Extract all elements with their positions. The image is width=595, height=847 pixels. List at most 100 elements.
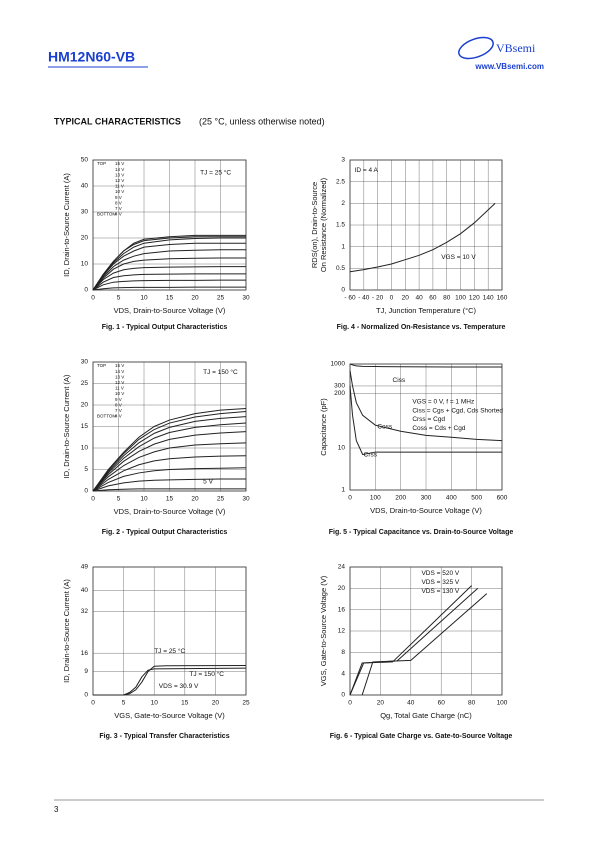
y-tick-label: 0 xyxy=(341,287,345,294)
figure-caption: Fig. 2 - Typical Output Characteristics xyxy=(102,529,228,536)
annotation: TJ = 25 °C xyxy=(154,647,185,655)
annotation: VGS = 0 V, f = 1 MHz xyxy=(412,399,474,406)
y-tick-label: 200 xyxy=(334,390,345,397)
y-tick-label: 0 xyxy=(84,488,88,495)
series-line xyxy=(92,467,247,492)
x-tick-label: - 60 xyxy=(344,295,356,302)
series-line xyxy=(92,442,247,492)
series-line xyxy=(92,478,246,492)
series-line xyxy=(92,407,247,492)
x-tick-label: 15 xyxy=(181,700,189,707)
y-tick-label: 50 xyxy=(81,157,89,164)
legend-entry: 15 V xyxy=(115,161,124,166)
x-tick-label: 25 xyxy=(217,496,225,503)
y-tick-label: 20 xyxy=(81,402,89,409)
legend-bottom: BOTTOM xyxy=(97,414,116,419)
x-tick-label: 400 xyxy=(446,495,457,502)
x-tick-label: 60 xyxy=(438,700,446,707)
legend-entry: 8 V xyxy=(115,200,122,205)
x-tick-label: 20 xyxy=(377,700,385,707)
legend-entry: 11 V xyxy=(115,386,124,391)
logo-mark xyxy=(458,36,494,60)
x-tick-label: 15 xyxy=(166,496,174,503)
series-line xyxy=(349,202,496,273)
series-line xyxy=(92,242,246,291)
annotation: VGS = 10 V xyxy=(441,254,476,261)
annotation: 5 V xyxy=(203,479,213,486)
y-tick-label: 16 xyxy=(81,650,89,657)
series-line xyxy=(92,279,246,291)
x-tick-label: 0 xyxy=(91,496,95,503)
x-tick-label: 5 xyxy=(117,295,121,302)
x-tick-label: 0 xyxy=(91,700,95,707)
y-tick-label: 3 xyxy=(341,157,345,164)
y-tick-label: 15 xyxy=(81,423,89,430)
section-note: (25 °C, unless otherwise noted) xyxy=(199,116,325,126)
x-tick-label: 25 xyxy=(242,700,250,707)
legend-entry: 9 V xyxy=(115,397,122,402)
series-line xyxy=(92,410,247,492)
annotation: Crss xyxy=(364,451,378,458)
y-tick-label: 40 xyxy=(81,183,89,190)
series-line xyxy=(92,455,247,492)
legend-entry: 4 V xyxy=(115,414,122,419)
annotation: ID = 4 A xyxy=(355,167,379,174)
x-tick-label: 20 xyxy=(191,496,199,503)
x-axis-label: Qg, Total Gate Charge (nC) xyxy=(380,711,472,720)
x-tick-label: 10 xyxy=(140,496,148,503)
y-tick-label: 10 xyxy=(81,445,89,452)
x-tick-label: 500 xyxy=(471,495,482,502)
section-title: TYPICAL CHARACTERISTICS xyxy=(54,116,181,126)
series-line xyxy=(92,422,247,492)
annotation: Coss xyxy=(377,424,393,431)
y-tick-label: 25 xyxy=(81,380,89,387)
y-tick-label: 1 xyxy=(341,243,345,250)
y-tick-label: 40 xyxy=(81,587,89,594)
x-tick-label: 40 xyxy=(415,295,423,302)
brand: VBsemi xyxy=(496,41,536,55)
legend-entry: 14 V xyxy=(115,369,124,374)
annotation: VDS = 30.9 V xyxy=(159,683,199,690)
series-line xyxy=(92,266,246,291)
y-tick-label: 5 xyxy=(84,466,88,473)
series-line xyxy=(92,431,247,492)
x-tick-label: 20 xyxy=(191,295,199,302)
y-tick-label: 10 xyxy=(81,261,89,268)
annotation: Ciss xyxy=(393,377,406,384)
series-line xyxy=(349,370,503,442)
x-tick-label: 200 xyxy=(395,495,406,502)
part-number: HM12N60-VB xyxy=(48,49,135,65)
x-tick-label: 10 xyxy=(151,700,159,707)
y-axis-label: VGS, Gate-to-Source Voltage (V) xyxy=(319,575,328,686)
legend-entry: 7 V xyxy=(115,408,122,413)
x-tick-label: 80 xyxy=(468,700,476,707)
figure-caption: Fig. 5 - Typical Capacitance vs. Drain-t… xyxy=(329,529,514,536)
x-tick-label: 30 xyxy=(242,295,250,302)
url: www.VBsemi.com xyxy=(474,62,544,71)
legend-entry: 7 V xyxy=(115,206,122,211)
y-tick-label: 0 xyxy=(341,692,345,699)
figure-caption: Fig. 6 - Typical Gate Charge vs. Gate-to… xyxy=(330,733,513,740)
y-tick-label: 1000 xyxy=(331,361,346,368)
y-tick-label: 0.5 xyxy=(336,265,345,272)
x-tick-label: 160 xyxy=(497,295,508,302)
annotation: Ciss = Cgs + Cgd, Cds Shorted xyxy=(412,407,503,414)
annotation: VDS = 325 V xyxy=(421,579,459,586)
annotation: Coss = Cds + Cgd xyxy=(412,425,465,432)
series-line xyxy=(92,416,247,492)
y-tick-label: 1 xyxy=(341,487,345,494)
x-tick-label: 0 xyxy=(91,295,95,302)
series-line xyxy=(92,237,246,291)
y-tick-label: 8 xyxy=(341,649,345,656)
series-line xyxy=(349,585,472,696)
x-tick-label: 5 xyxy=(122,700,126,707)
legend-entry: 4 V xyxy=(115,212,122,217)
annotation: TJ = 25 °C xyxy=(200,169,231,177)
series-line xyxy=(92,249,246,291)
y-axis-label: RDS(on), Drain-to-Source xyxy=(310,182,319,268)
legend-top: TOP xyxy=(97,363,106,368)
x-tick-label: 140 xyxy=(483,295,494,302)
y-tick-label: 4 xyxy=(341,670,345,677)
